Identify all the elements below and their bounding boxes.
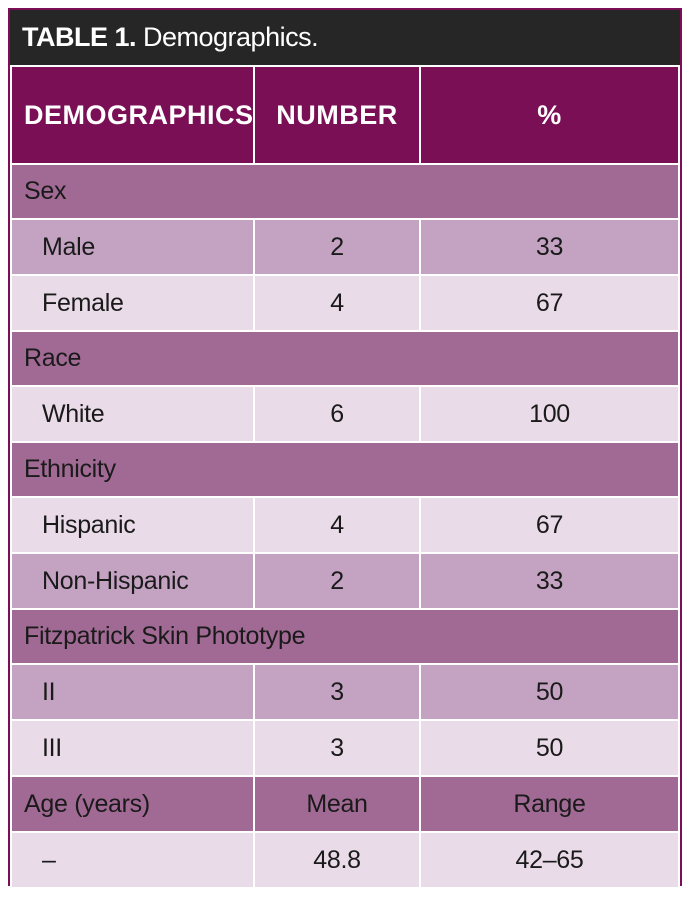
row-percent: 100 — [419, 385, 680, 443]
group-label: Sex — [10, 163, 680, 220]
age-label: Age (years) — [10, 775, 255, 833]
row-label: White — [10, 385, 255, 443]
age-mean-value: 48.8 — [253, 831, 421, 889]
header-demographics: DEMOGRAPHICS — [10, 65, 255, 165]
group-row-sex: Sex — [10, 163, 680, 220]
age-range-value: 42–65 — [419, 831, 680, 889]
row-label: Hispanic — [10, 496, 255, 554]
table-frame: TABLE 1. Demographics. DEMOGRAPHICS NUMB… — [8, 8, 682, 889]
table-row: Male 2 33 — [10, 218, 680, 276]
header-number: NUMBER — [253, 65, 421, 165]
row-number: 3 — [253, 663, 421, 721]
table-title: TABLE 1. Demographics. — [10, 10, 680, 65]
row-percent: 50 — [419, 719, 680, 777]
table-row: – 48.8 42–65 — [10, 831, 680, 889]
table-title-number: TABLE 1. — [22, 22, 137, 52]
header-percent: % — [419, 65, 680, 165]
row-label: Male — [10, 218, 255, 276]
row-number: 6 — [253, 385, 421, 443]
age-range-header: Range — [419, 775, 680, 833]
group-row-race: Race — [10, 330, 680, 387]
group-label: Ethnicity — [10, 441, 680, 498]
row-label: II — [10, 663, 255, 721]
table-row: Hispanic 4 67 — [10, 496, 680, 554]
row-label: – — [10, 831, 255, 889]
table-row: II 3 50 — [10, 663, 680, 721]
table-header-row: DEMOGRAPHICS NUMBER % — [10, 65, 680, 165]
group-row-fitzpatrick: Fitzpatrick Skin Phototype — [10, 608, 680, 665]
group-label: Fitzpatrick Skin Phototype — [10, 608, 680, 665]
row-number: 2 — [253, 218, 421, 276]
row-number: 3 — [253, 719, 421, 777]
row-label: Non-Hispanic — [10, 552, 255, 610]
row-number: 4 — [253, 274, 421, 332]
row-percent: 33 — [419, 552, 680, 610]
row-percent: 67 — [419, 274, 680, 332]
row-label: III — [10, 719, 255, 777]
group-label: Race — [10, 330, 680, 387]
row-label: Female — [10, 274, 255, 332]
table-row: White 6 100 — [10, 385, 680, 443]
table-title-text: Demographics. — [143, 22, 319, 52]
table-row: Non-Hispanic 2 33 — [10, 552, 680, 610]
row-number: 2 — [253, 552, 421, 610]
row-percent: 33 — [419, 218, 680, 276]
table-row: III 3 50 — [10, 719, 680, 777]
row-number: 4 — [253, 496, 421, 554]
age-mean-header: Mean — [253, 775, 421, 833]
group-row-ethnicity: Ethnicity — [10, 441, 680, 498]
group-row-age: Age (years) Mean Range — [10, 775, 680, 833]
row-percent: 67 — [419, 496, 680, 554]
table-row: Female 4 67 — [10, 274, 680, 332]
row-percent: 50 — [419, 663, 680, 721]
demographics-table: DEMOGRAPHICS NUMBER % Sex Male 2 33 Fema… — [10, 65, 680, 889]
